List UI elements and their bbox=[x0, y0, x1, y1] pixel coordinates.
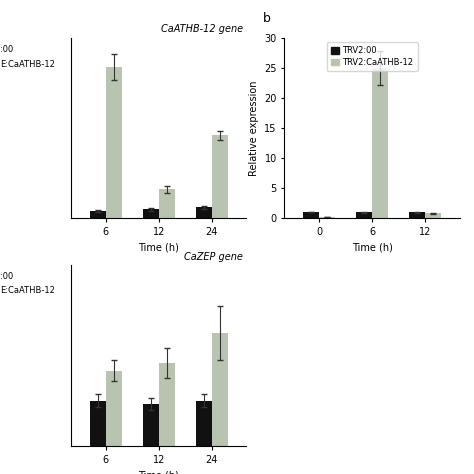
Legend: TRV2:00, TRV2:CaATHB-12: TRV2:00, TRV2:CaATHB-12 bbox=[327, 42, 418, 71]
Bar bbox=[212, 333, 228, 446]
Bar bbox=[196, 401, 212, 446]
Bar bbox=[90, 401, 106, 446]
X-axis label: Time (h): Time (h) bbox=[138, 243, 179, 253]
Bar bbox=[319, 217, 335, 218]
Text: :00: :00 bbox=[0, 272, 13, 281]
Text: :00: :00 bbox=[0, 45, 13, 54]
Bar bbox=[159, 189, 175, 218]
Text: E:CaATHB-12: E:CaATHB-12 bbox=[0, 60, 55, 69]
Bar bbox=[143, 210, 159, 218]
X-axis label: Time (h): Time (h) bbox=[352, 243, 392, 253]
Bar bbox=[106, 67, 122, 218]
Text: E:CaATHB-12: E:CaATHB-12 bbox=[0, 286, 55, 295]
Text: CaZEP gene: CaZEP gene bbox=[184, 252, 243, 262]
Bar bbox=[143, 403, 159, 446]
Bar bbox=[409, 212, 425, 218]
Bar bbox=[90, 211, 106, 218]
Text: CaATHB-12 gene: CaATHB-12 gene bbox=[161, 24, 243, 34]
Bar bbox=[372, 68, 388, 218]
Text: b: b bbox=[263, 12, 271, 25]
Bar bbox=[356, 212, 372, 218]
Y-axis label: Relative expression: Relative expression bbox=[249, 80, 259, 176]
X-axis label: Time (h): Time (h) bbox=[138, 470, 179, 474]
Bar bbox=[425, 213, 441, 218]
Bar bbox=[196, 207, 212, 218]
Bar bbox=[159, 363, 175, 446]
Bar bbox=[303, 212, 319, 218]
Bar bbox=[106, 371, 122, 446]
Bar bbox=[212, 135, 228, 218]
